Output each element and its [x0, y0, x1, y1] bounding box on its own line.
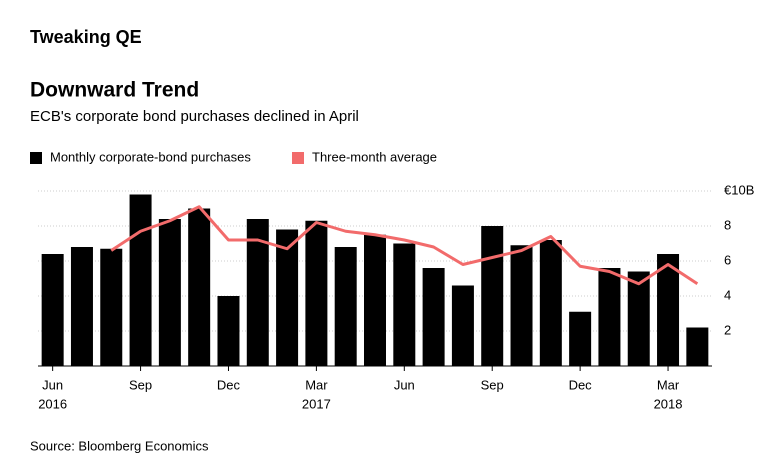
bar: [334, 247, 357, 366]
bar: [217, 296, 240, 366]
legend-label: Monthly corporate-bond purchases: [50, 149, 251, 164]
bar: [305, 220, 328, 366]
y-tick-label: 8: [724, 217, 731, 232]
x-year-label: 2018: [654, 396, 683, 411]
bar: [686, 327, 709, 366]
bar: [41, 254, 64, 366]
y-tick-label: 4: [724, 287, 731, 302]
y-tick-label: €10B: [724, 182, 754, 197]
bar: [158, 219, 181, 366]
chart-subtitle: ECB's corporate bond purchases declined …: [30, 108, 359, 125]
legend-swatch: [30, 152, 42, 164]
x-year-label: 2017: [302, 396, 331, 411]
y-tick-label: 2: [724, 322, 731, 337]
chart-title: Downward Trend: [30, 79, 199, 102]
bar: [451, 285, 474, 366]
line: [110, 205, 699, 286]
bar: [246, 219, 269, 366]
bar: [657, 254, 680, 366]
bar: [627, 271, 650, 366]
bar: [598, 268, 621, 366]
legend-swatch: [292, 152, 304, 164]
bar: [393, 243, 416, 366]
x-tick-label: Jun: [42, 377, 63, 392]
bar: [569, 311, 592, 366]
bar: [481, 226, 504, 366]
bar: [422, 268, 445, 366]
bar: [539, 240, 562, 366]
x-tick-label: Dec: [217, 377, 241, 392]
x-tick-label: Mar: [657, 377, 680, 392]
bar: [129, 194, 152, 366]
x-tick-label: Sep: [481, 377, 504, 392]
x-year-label: 2016: [38, 396, 67, 411]
y-tick-label: 6: [724, 252, 731, 267]
bar: [364, 234, 386, 366]
x-tick-label: Jun: [394, 377, 415, 392]
bar: [276, 229, 299, 366]
bar: [100, 248, 123, 366]
legend-label: Three-month average: [312, 149, 437, 164]
header: Tweaking QE: [30, 27, 142, 47]
bar: [188, 208, 211, 366]
x-tick-label: Sep: [129, 377, 152, 392]
x-tick-label: Mar: [305, 377, 328, 392]
bar: [510, 245, 533, 366]
x-tick-label: Dec: [569, 377, 593, 392]
bar: [70, 247, 93, 366]
source: Source: Bloomberg Economics: [30, 438, 209, 453]
